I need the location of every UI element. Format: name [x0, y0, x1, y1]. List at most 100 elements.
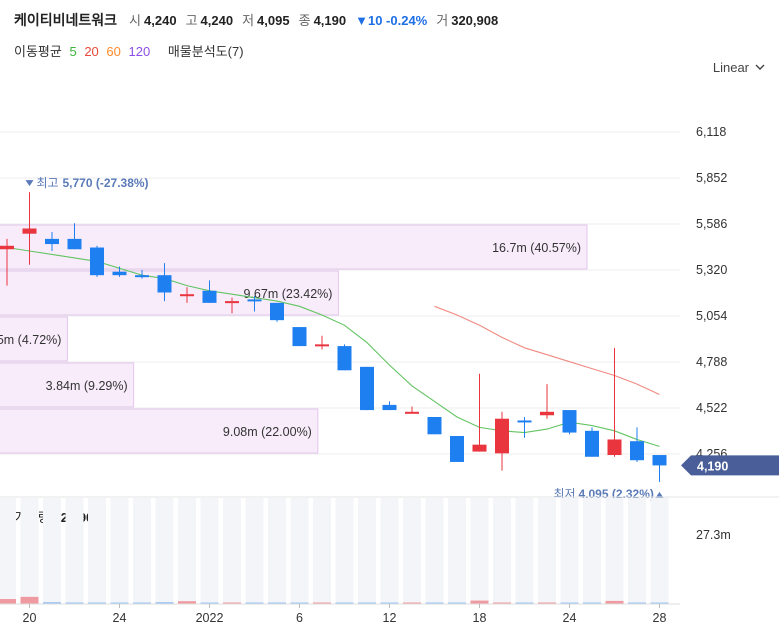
ma5-label[interactable]: 5: [69, 44, 77, 59]
highest-value: 5,770 (-27.38%): [63, 176, 149, 190]
volume-bar: [20, 596, 39, 604]
volume-bar: [403, 602, 421, 604]
scale-selector[interactable]: Linear: [713, 60, 765, 75]
volume-bar: [493, 602, 511, 604]
x-tick-label: 2022: [196, 611, 224, 625]
volume-bg-bar: [560, 498, 579, 604]
x-tick-label: 6: [296, 611, 303, 625]
volume-profile-bar: [0, 224, 588, 270]
candle-body: [202, 290, 217, 303]
x-tick-label: 20: [23, 611, 37, 625]
ma20-label[interactable]: 20: [84, 44, 99, 59]
lowest-marker-icon: [655, 491, 664, 498]
volume-axis-label: 27.3m: [696, 528, 731, 542]
candle-body: [67, 238, 82, 250]
y-tick-label: 4,256: [696, 447, 727, 461]
volume-bar: [245, 602, 264, 604]
y-tick-label: 5,320: [696, 263, 727, 277]
volume-bar: [650, 602, 669, 604]
volume-bar: [380, 602, 399, 604]
y-tick-label: 4,522: [696, 401, 727, 415]
stock-name: 케이티비네트워크: [14, 12, 118, 28]
volume-bar: [155, 602, 174, 604]
volume-bg-bar: [380, 498, 399, 604]
volume-bar: [448, 602, 466, 604]
volume-bg-bar: [358, 498, 376, 604]
highest-marker-icon: [25, 180, 34, 187]
volume-bg-bar: [313, 498, 331, 604]
volume-bar: [65, 602, 84, 604]
y-tick-label: 5,054: [696, 309, 727, 323]
high-value: 4,240: [200, 13, 234, 28]
volume-bg-bar: [650, 498, 669, 604]
volume-profile-label: 3.84m (9.29%): [46, 379, 128, 393]
y-tick-label: 4,788: [696, 355, 727, 369]
y-tick-label: 6,118: [696, 125, 726, 139]
volume-panel-label: 거래량: [14, 510, 50, 525]
candle-body: [607, 439, 622, 456]
volume-bg-bar: [178, 498, 196, 604]
low-value: 4,095: [257, 13, 290, 28]
close-label: 종: [298, 13, 311, 28]
volume-bar: [0, 599, 16, 604]
volume-profile-bar: [0, 316, 68, 362]
volume-bar: [605, 600, 624, 604]
volume-bar: [200, 602, 219, 604]
candle-body: [135, 275, 149, 278]
ma120-label[interactable]: 120: [128, 44, 151, 59]
candle-body: [180, 294, 194, 297]
candle-body: [360, 366, 374, 411]
x-tick-label: 12: [383, 611, 397, 625]
candle-body: [315, 344, 329, 347]
volume-analysis-toggle[interactable]: 매물분석도(7): [167, 44, 244, 59]
volume-bar: [290, 602, 309, 604]
volume-bar: [268, 602, 286, 604]
volume-panel-value: 320,908: [53, 510, 101, 525]
ma20-line: [434, 305, 660, 395]
candle-body: [225, 301, 239, 304]
candle-body: [562, 410, 577, 433]
volume-bg-bar: [583, 498, 601, 604]
volume-bar: [335, 602, 354, 604]
x-tick-label: 24: [113, 611, 127, 625]
volume-bg-bar: [448, 498, 466, 604]
candle-body: [450, 436, 464, 462]
candle-body: [405, 411, 419, 414]
candle-body: [337, 346, 352, 371]
candle-body: [45, 238, 59, 245]
volume-bg-bar: [470, 498, 489, 604]
volume-bg-bar: [133, 498, 151, 604]
volume-bar: [43, 602, 61, 604]
volume-bar: [560, 602, 579, 604]
volume-bg-bar: [628, 498, 646, 604]
volume-bar: [515, 602, 534, 604]
y-tick-label: 5,852: [696, 171, 727, 185]
candle-body: [652, 455, 667, 466]
volume-bg-bar: [290, 498, 309, 604]
volume-bg-bar: [403, 498, 421, 604]
volume-bg-bar: [515, 498, 534, 604]
volume-bar: [470, 600, 489, 604]
candle-body: [292, 327, 307, 347]
lowest-label: 최저: [554, 487, 576, 501]
current-price-tag: [681, 455, 779, 476]
volume-bar: [110, 602, 129, 604]
ma5-line: [6, 246, 660, 447]
candle-body: [382, 404, 397, 411]
price-header: 케이티비네트워크 시 4,240 고 4,240 저 4,095 종 4,190 ▼10…: [14, 10, 507, 30]
ma60-label[interactable]: 60: [106, 44, 121, 59]
ma-legend[interactable]: 이동평균 5 20 60 120 매물분석도(7): [14, 41, 248, 60]
candle-body: [112, 271, 127, 276]
volume-bar: [133, 602, 151, 604]
volume-profile-label: 1.95m (4.72%): [0, 333, 61, 347]
close-value: 4,190: [313, 13, 347, 28]
candle-body: [247, 299, 262, 302]
volume-bg-bar: [245, 498, 264, 604]
candle-body: [517, 420, 532, 423]
volume-profile-bar: [0, 362, 135, 408]
volume-profile-label: 9.08m (22.00%): [223, 425, 312, 439]
volume-profile-label: 16.7m (40.57%): [492, 241, 581, 255]
ma-legend-label: 이동평균: [14, 44, 62, 59]
high-label: 고: [185, 13, 198, 28]
scale-label: Linear: [712, 60, 749, 75]
